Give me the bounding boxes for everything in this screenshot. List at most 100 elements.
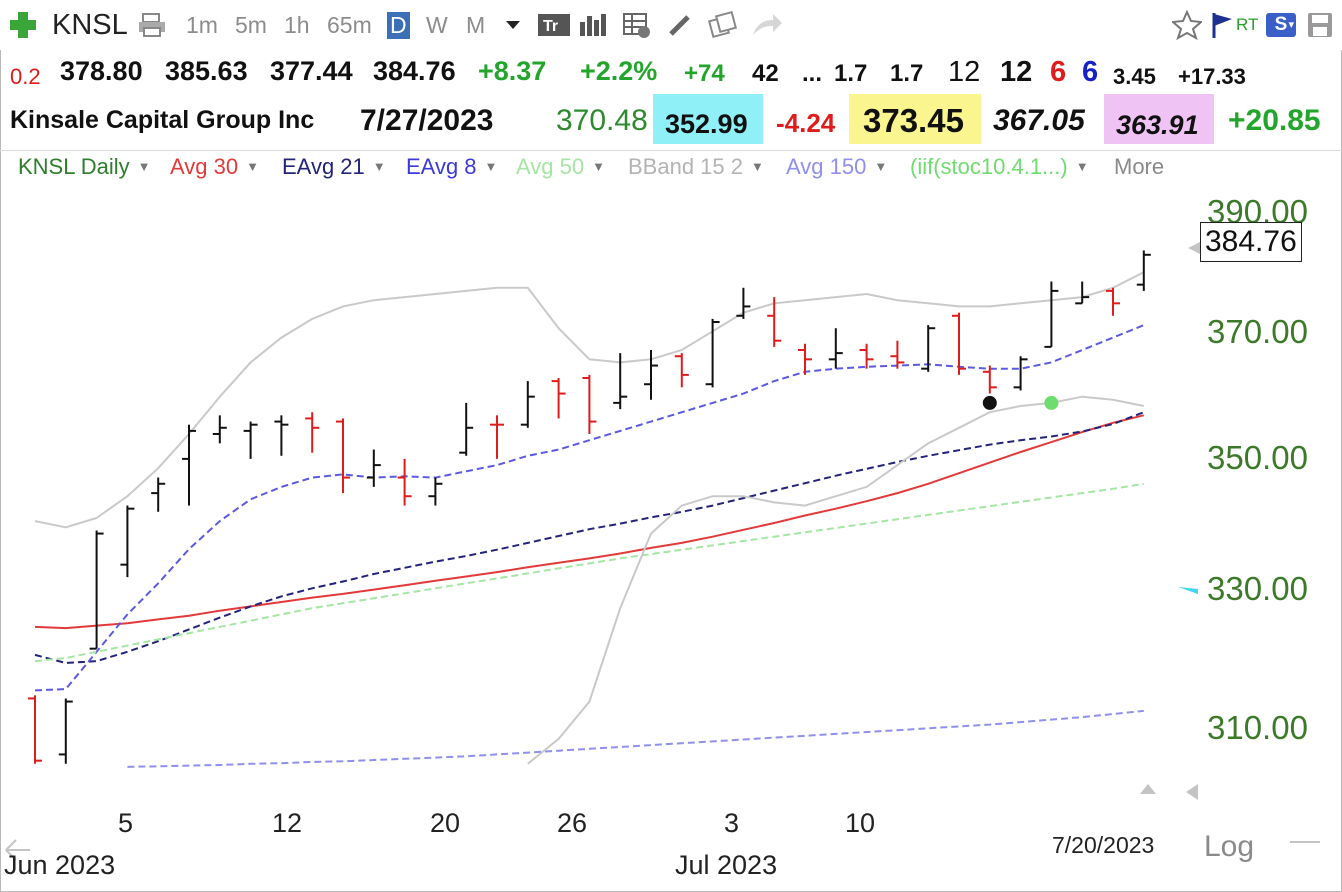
ohlc-bar xyxy=(1136,250,1151,291)
quote-v9: 6 xyxy=(1082,56,1099,88)
quote-v3: ... xyxy=(802,60,823,87)
info-p4: 373.45 xyxy=(849,94,981,144)
s-badge[interactable]: S ▾ xyxy=(1266,6,1296,44)
ohlc-bar xyxy=(28,695,42,764)
ohlc-bar xyxy=(243,421,258,459)
ohlc-bar xyxy=(828,328,843,369)
timeframe-65m[interactable]: 65m xyxy=(327,11,372,38)
legend-avg-30-label: Avg 30 xyxy=(170,154,239,179)
s-badge-label: S xyxy=(1274,14,1288,35)
flag-icon[interactable] xyxy=(1210,6,1234,44)
resize-icon[interactable] xyxy=(5,839,30,861)
timeframe-dropdown-icon[interactable] xyxy=(504,6,522,44)
ohlc-bar xyxy=(459,402,474,456)
ohlc-bar xyxy=(1044,281,1059,348)
signal-dot xyxy=(1044,395,1059,410)
cyan-price-marker-icon xyxy=(1178,587,1198,594)
ohlc-bar xyxy=(120,505,135,578)
info-p3: -4.24 xyxy=(776,108,836,138)
quote-v11: +17.33 xyxy=(1178,64,1246,89)
ohlc-bar xyxy=(736,287,751,319)
legend-avg-150[interactable]: Avg 150 ▼ xyxy=(786,154,887,180)
quote-change: +8.37 xyxy=(478,56,547,86)
timeframe-daily[interactable]: D xyxy=(387,11,410,39)
info-date: 7/27/2023 xyxy=(360,104,494,137)
ohlc-bar xyxy=(58,698,73,764)
ohlc-bar xyxy=(767,297,782,347)
legend-more[interactable]: More xyxy=(1114,154,1165,179)
company-name: Kinsale Capital Group Inc xyxy=(10,106,315,134)
scroll-left-icon[interactable] xyxy=(1186,784,1198,800)
legend-eavg-8[interactable]: EAvg 8 ▼ xyxy=(406,154,497,180)
save-icon[interactable] xyxy=(1306,6,1334,44)
ohlc-bar xyxy=(212,415,227,444)
quote-v6: 12 xyxy=(948,56,981,88)
legend-eavg-8-label: EAvg 8 xyxy=(406,154,477,179)
series-line-avg-30 xyxy=(34,414,1145,630)
scroll-up-icon[interactable] xyxy=(1140,784,1156,794)
quote-v5: 1.7 xyxy=(890,60,924,87)
star-icon[interactable] xyxy=(1172,6,1202,44)
realtime-badge[interactable]: RT xyxy=(1236,15,1259,34)
share-icon[interactable] xyxy=(751,6,783,44)
indicator-lines xyxy=(34,271,1145,768)
ohlc-bar xyxy=(613,353,628,410)
info-p6: 363.91 xyxy=(1104,94,1214,144)
ohlc-bar xyxy=(274,415,289,456)
ohlc-bar xyxy=(336,418,350,494)
quote-v10: 3.45 xyxy=(1113,64,1156,89)
ohlc-bar xyxy=(705,318,720,388)
signal-markers xyxy=(982,395,1059,410)
y-tick-label: 370.00 xyxy=(1207,313,1308,350)
timeframe-weekly[interactable]: W xyxy=(426,11,448,38)
ohlc-bar xyxy=(890,340,905,369)
legend-avg-50[interactable]: Avg 50 ▼ xyxy=(516,154,605,180)
date-readout: 7/20/2023 xyxy=(1052,832,1155,858)
series-line-avg-50 xyxy=(34,482,1144,663)
ohlc-bar xyxy=(397,458,412,506)
grid-settings-icon[interactable] xyxy=(622,6,652,44)
chevron-down-icon: ▼ xyxy=(484,159,498,174)
pencil-icon[interactable] xyxy=(666,6,694,44)
quote-change-pct: +2.2% xyxy=(580,56,658,86)
legend-avg-30[interactable]: Avg 30 ▼ xyxy=(170,154,259,180)
indicator-legend: KNSL Daily ▼ Avg 30 ▼ EAvg 21 ▼ EAvg 8 ▼ Avg… xyxy=(0,150,1342,183)
ohlc-bar xyxy=(428,477,443,506)
layers-icon[interactable] xyxy=(708,6,738,44)
ohlc-bar xyxy=(1106,287,1120,316)
ohlc-bar xyxy=(305,412,320,453)
info-p1: 370.48 xyxy=(556,104,648,137)
legend-eavg-21-label: EAvg 21 xyxy=(282,154,365,179)
chevron-down-icon: ▼ xyxy=(372,159,386,174)
symbol-label[interactable]: KNSL xyxy=(52,8,128,41)
x-tick-label: 20 xyxy=(430,808,461,838)
info-p2: 352.99 xyxy=(653,94,763,144)
legend-stoch-label: (iif(stoc10.4.1...) xyxy=(910,154,1068,179)
legend-stoch[interactable]: (iif(stoc10.4.1...) ▼ xyxy=(910,154,1089,180)
chevron-down-icon: ▼ xyxy=(592,159,605,174)
bar-chart-icon[interactable] xyxy=(578,6,608,44)
timeframe-1h[interactable]: 1h xyxy=(284,11,310,38)
add-symbol-icon[interactable] xyxy=(8,6,38,44)
ohlc-bar xyxy=(582,374,597,434)
ohlc-bar xyxy=(952,312,966,375)
legend-bband[interactable]: BBand 15 2 ▼ xyxy=(628,154,764,180)
printer-icon[interactable] xyxy=(137,6,167,44)
x-tick-label: 3 xyxy=(724,808,740,838)
timeframe-monthly[interactable]: M xyxy=(466,11,486,38)
chevron-down-icon: ▼ xyxy=(874,159,888,174)
text-tool-icon[interactable]: Tr xyxy=(538,6,570,44)
svg-text:Tr: Tr xyxy=(543,18,558,35)
quote-close: 384.76 xyxy=(373,56,456,86)
info-p5: 367.05 xyxy=(993,104,1085,137)
ohlc-bar xyxy=(1075,281,1090,305)
series-line-avg-150 xyxy=(127,709,1144,768)
last-price-label: 384.76 xyxy=(1200,222,1302,262)
toolbar: KNSL 1m 5m 1h 65m D W M Tr RT S ▾ xyxy=(0,0,1342,50)
legend-eavg-21[interactable]: EAvg 21 ▼ xyxy=(282,154,386,180)
legend-knsl-daily[interactable]: KNSL Daily ▼ xyxy=(18,154,151,180)
quote-v1: +74 xyxy=(684,60,725,87)
timeframe-5m[interactable]: 5m xyxy=(235,11,267,38)
timeframe-1m[interactable]: 1m xyxy=(186,11,218,38)
log-scale-toggle[interactable]: Log xyxy=(1204,830,1255,863)
